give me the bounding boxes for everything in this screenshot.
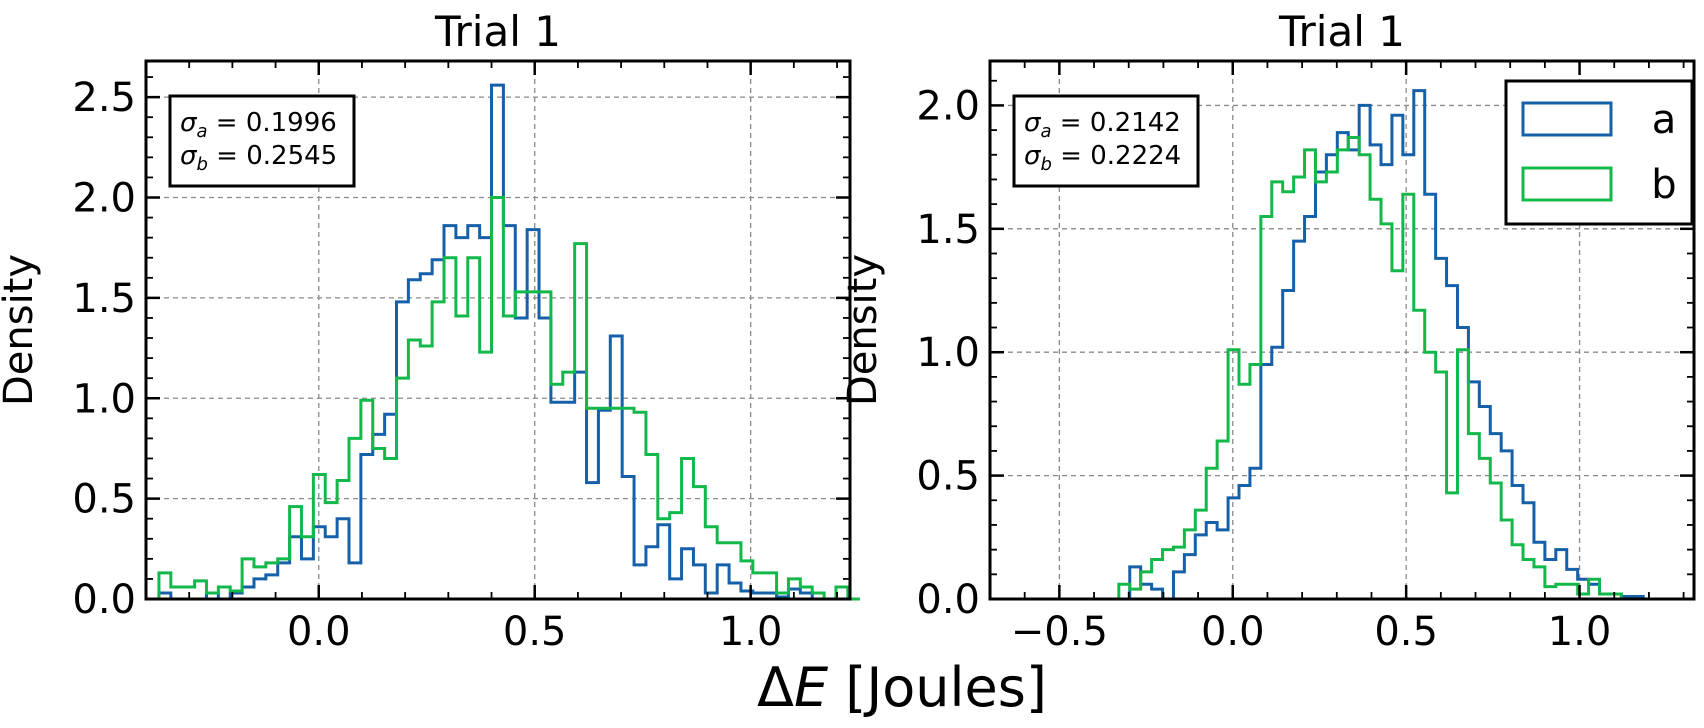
x-tick-label: 0.5 [1374,609,1438,655]
y-tick-label: 2.0 [916,83,980,129]
histogram-series-b [1107,136,1666,601]
y-tick-label: 0.0 [916,577,980,623]
histogram-series-a [1107,89,1666,601]
sigma-a-annotation: σa = 0.1996 [180,108,337,142]
y-tick-label: 0.5 [916,454,980,500]
y-tick-label: 0.0 [72,577,136,623]
y-tick-label: 1.5 [916,207,980,253]
x-tick-label: 0.5 [503,609,567,655]
x-tick-label: 1.0 [719,609,783,655]
y-tick-label: 0.5 [72,477,136,523]
right-histogram-panel: −0.5 0.0 0.5 1.0 0.0 0.5 1.0 1.5 2.0 Trial 1 Densi… [840,7,1696,655]
y-tick-label: 2.0 [72,176,136,222]
y-tick-label: 1.0 [916,330,980,376]
x-tick-label: 0.0 [287,609,351,655]
sigma-b-annotation: σb = 0.2545 [180,141,337,175]
y-tick-label: 1.5 [72,276,136,322]
y-axis-label: Density [840,254,886,406]
legend-label-a: a [1652,97,1677,143]
sigma-b-annotation: σb = 0.2224 [1024,141,1181,175]
panel-title: Trial 1 [434,7,561,56]
histogram-series-a [157,83,860,601]
y-tick-label: 1.0 [72,376,136,422]
stats-annotation-box [1012,94,1200,188]
x-tick-label: 1.0 [1548,609,1612,655]
sigma-a-annotation: σa = 0.2142 [1024,108,1181,142]
axes-frame [144,59,852,601]
histogram-series-b [157,196,860,601]
y-tick-label: 2.5 [72,75,136,121]
panel-title: Trial 1 [1278,7,1405,56]
y-axis-label: Density [0,254,42,406]
legend-label-b: b [1651,162,1676,208]
legend-swatch-a [1521,101,1613,137]
x-tick-label: 0.0 [1201,609,1265,655]
axes-frame [988,59,1696,601]
legend-swatch-b [1521,166,1613,202]
left-histogram-panel: 0.0 0.5 1.0 0.0 0.5 1.0 1.5 2.0 2.5 Trial 1 Densit… [0,7,860,655]
x-tick-label: −0.5 [1011,609,1108,655]
shared-x-axis-label: ΔE [Joules] [757,656,1047,719]
stats-annotation-box [168,94,356,188]
